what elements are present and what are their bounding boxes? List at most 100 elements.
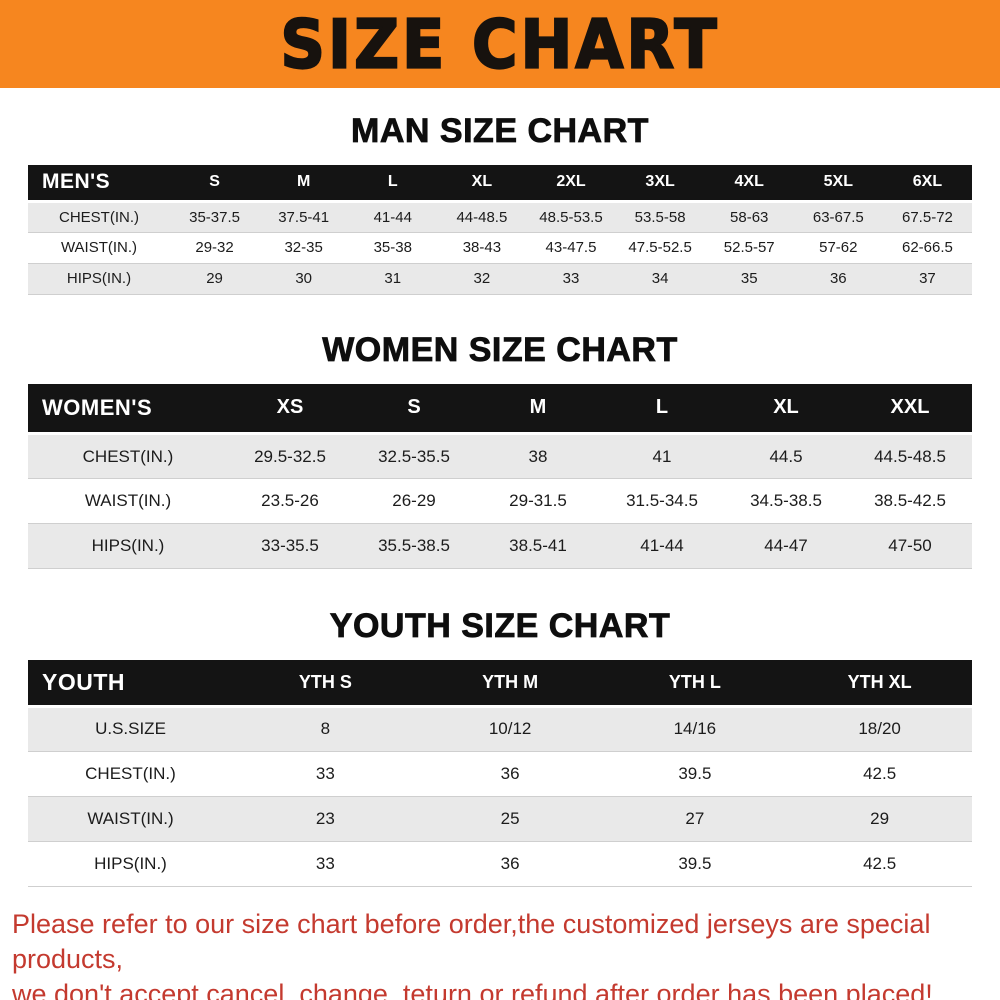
cell: 30 <box>259 262 349 295</box>
cell: 41-44 <box>600 523 724 569</box>
column-header: 3XL <box>615 165 705 203</box>
row-label: CHEST(IN.) <box>28 750 233 797</box>
footer-note: Please refer to our size chart before or… <box>12 907 992 1000</box>
size-table-men: MEN'S S M L XL 2XL 3XL 4XL 5XL 6XL CHEST(IN.) 35-37… <box>28 165 972 295</box>
table-row: CHEST(IN.) 29.5-32.5 32.5-35.5 38 41 44.5 44.5… <box>28 433 972 479</box>
section-title-men: MAN SIZE CHART <box>351 112 649 151</box>
table-group-label: MEN'S <box>28 165 170 203</box>
table-row: HIPS(IN.) 33-35.5 35.5-38.5 38.5-41 41-44 44-… <box>28 523 972 569</box>
cell: 43-47.5 <box>526 231 616 264</box>
cell: 29-31.5 <box>476 478 600 524</box>
cell: 42.5 <box>787 840 972 887</box>
section-youth: YOUTH SIZE CHART YOUTH YTH S YTH M YTH L YTH … <box>0 607 1000 887</box>
cell: 34 <box>615 262 705 295</box>
row-label: U.S.SIZE <box>28 705 233 752</box>
column-header: XL <box>724 383 848 435</box>
table-row: WAIST(IN.) 29-32 32-35 35-38 38-43 43-47.5 47.… <box>28 231 972 264</box>
cell: 41-44 <box>348 200 438 233</box>
row-label: WAIST(IN.) <box>28 478 228 524</box>
cell: 23.5-26 <box>228 478 352 524</box>
cell: 32 <box>437 262 527 295</box>
table-row: HIPS(IN.) 33 36 39.5 42.5 <box>28 840 972 887</box>
row-label: HIPS(IN.) <box>28 523 228 569</box>
cell: 27 <box>602 795 788 842</box>
cell: 38.5-42.5 <box>848 478 972 524</box>
cell: 25 <box>417 795 603 842</box>
cell: 33 <box>233 750 418 797</box>
column-header: S <box>170 165 260 203</box>
cell: 36 <box>417 750 603 797</box>
section-title-women: WOMEN SIZE CHART <box>322 330 678 369</box>
cell: 31 <box>348 262 438 295</box>
column-header: YTH L <box>602 660 788 708</box>
cell: 26-29 <box>352 478 476 524</box>
cell: 67.5-72 <box>882 200 972 233</box>
cell: 36 <box>793 262 883 295</box>
cell: 39.5 <box>602 750 788 797</box>
row-label: HIPS(IN.) <box>28 840 233 887</box>
cell: 33 <box>526 262 616 295</box>
column-header: XL <box>437 165 527 203</box>
cell: 37.5-41 <box>259 200 349 233</box>
cell: 39.5 <box>602 840 788 887</box>
column-header: 6XL <box>882 165 972 203</box>
cell: 58-63 <box>704 200 794 233</box>
table-row: HIPS(IN.) 29 30 31 32 33 34 35 36 37 <box>28 262 972 295</box>
section-women: WOMEN SIZE CHART WOMEN'S XS S M L XL XXL CHEST(I… <box>0 330 1000 569</box>
row-label: WAIST(IN.) <box>28 795 233 842</box>
cell: 35-38 <box>348 231 438 264</box>
cell: 35 <box>704 262 794 295</box>
cell: 63-67.5 <box>793 200 883 233</box>
cell: 31.5-34.5 <box>600 478 724 524</box>
cell: 44.5 <box>724 433 848 479</box>
cell: 47-50 <box>848 523 972 569</box>
cell: 35-37.5 <box>170 200 260 233</box>
cell: 29 <box>787 795 972 842</box>
column-header: L <box>600 383 724 435</box>
section-men: MAN SIZE CHART MEN'S S M L XL 2XL 3XL 4XL 5XL 6XL C… <box>0 112 1000 295</box>
cell: 41 <box>600 433 724 479</box>
table-group-label: YOUTH <box>28 660 233 708</box>
table-header-row: WOMEN'S XS S M L XL XXL <box>28 383 972 435</box>
table-row: CHEST(IN.) 35-37.5 37.5-41 41-44 44-48.5 48.5… <box>28 200 972 233</box>
cell: 53.5-58 <box>615 200 705 233</box>
table-row: WAIST(IN.) 23 25 27 29 <box>28 795 972 842</box>
cell: 44.5-48.5 <box>848 433 972 479</box>
banner: SIZE CHART <box>0 0 1000 88</box>
cell: 38-43 <box>437 231 527 264</box>
section-title-youth: YOUTH SIZE CHART <box>329 607 671 646</box>
cell: 34.5-38.5 <box>724 478 848 524</box>
column-header: YTH XL <box>787 660 972 708</box>
cell: 29-32 <box>170 231 260 264</box>
row-label: WAIST(IN.) <box>28 231 170 264</box>
column-header: S <box>352 383 476 435</box>
column-header: M <box>259 165 349 203</box>
cell: 44-47 <box>724 523 848 569</box>
cell: 33 <box>233 840 418 887</box>
cell: 14/16 <box>602 705 788 752</box>
table-header-row: YOUTH YTH S YTH M YTH L YTH XL <box>28 660 972 708</box>
column-header: 2XL <box>526 165 616 203</box>
row-label: CHEST(IN.) <box>28 200 170 233</box>
cell: 8 <box>233 705 418 752</box>
cell: 36 <box>417 840 603 887</box>
column-header: YTH M <box>417 660 603 708</box>
note-line-2: we don't accept cancel, change, teturn o… <box>12 978 933 1000</box>
column-header: XS <box>228 383 352 435</box>
cell: 10/12 <box>417 705 603 752</box>
table-row: U.S.SIZE 8 10/12 14/16 18/20 <box>28 705 972 752</box>
cell: 38.5-41 <box>476 523 600 569</box>
cell: 18/20 <box>787 705 972 752</box>
cell: 23 <box>233 795 418 842</box>
cell: 32.5-35.5 <box>352 433 476 479</box>
table-row: WAIST(IN.) 23.5-26 26-29 29-31.5 31.5-34.5 34… <box>28 478 972 524</box>
column-header: L <box>348 165 438 203</box>
column-header: YTH S <box>233 660 418 708</box>
cell: 37 <box>882 262 972 295</box>
cell: 48.5-53.5 <box>526 200 616 233</box>
cell: 33-35.5 <box>228 523 352 569</box>
cell: 38 <box>476 433 600 479</box>
cell: 47.5-52.5 <box>615 231 705 264</box>
cell: 62-66.5 <box>882 231 972 264</box>
table-group-label: WOMEN'S <box>28 383 228 435</box>
